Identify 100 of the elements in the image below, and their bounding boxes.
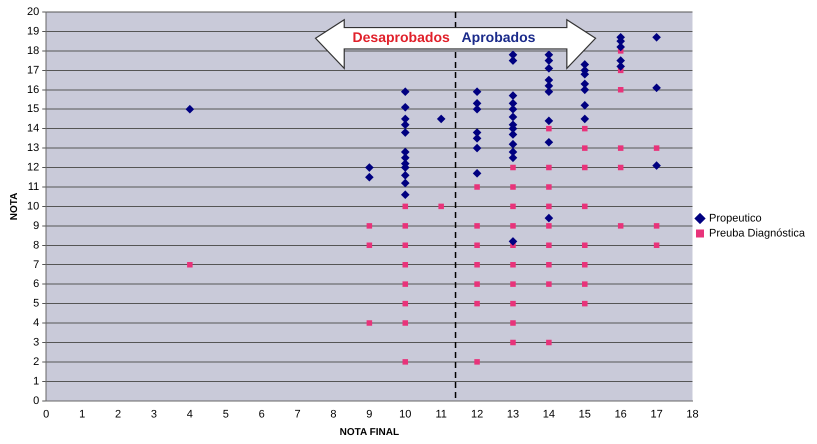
point <box>544 50 553 59</box>
point <box>652 161 661 170</box>
point <box>474 359 480 365</box>
point <box>401 128 410 137</box>
point <box>508 237 518 246</box>
point <box>186 105 194 114</box>
point <box>580 86 589 94</box>
point <box>580 114 589 124</box>
point <box>546 204 552 210</box>
point <box>401 154 410 162</box>
y-tick-label: 13 <box>26 142 40 154</box>
x-tick-label: 10 <box>399 408 412 420</box>
x-tick-label: 7 <box>294 408 301 420</box>
x-tick-label: 9 <box>366 408 372 420</box>
point <box>652 84 661 92</box>
y-axis-title: NOTA <box>8 192 20 220</box>
point <box>472 99 482 108</box>
x-tick-label: 11 <box>435 408 447 420</box>
y-tick-label: 2 <box>33 356 40 368</box>
y-tick-label: 8 <box>33 239 40 252</box>
y-tick-label: 6 <box>33 278 40 290</box>
y-tick-label: 12 <box>26 162 40 174</box>
point <box>402 262 408 268</box>
point <box>472 88 482 96</box>
point <box>582 145 588 151</box>
point <box>510 281 516 287</box>
point <box>366 242 372 248</box>
y-tick-label: 20 <box>26 6 40 18</box>
point <box>474 184 480 190</box>
y-tick-label: 18 <box>26 44 40 57</box>
x-tick-label: 0 <box>43 408 50 420</box>
y-tick-label: 1 <box>33 375 40 388</box>
point <box>618 145 624 151</box>
point <box>510 164 516 170</box>
point <box>366 320 372 326</box>
point <box>652 33 661 42</box>
y-tick-label: 7 <box>33 258 40 271</box>
point <box>582 126 588 132</box>
point <box>508 112 518 122</box>
point <box>654 145 660 151</box>
point <box>582 300 588 306</box>
point <box>544 214 553 222</box>
point <box>582 242 588 248</box>
x-tick-label: 13 <box>506 408 520 420</box>
point <box>510 300 516 306</box>
y-tick-label: 3 <box>33 336 40 349</box>
point <box>546 262 552 268</box>
x-tick-label: 1 <box>79 408 86 420</box>
legend-label: Propeutico <box>708 212 762 225</box>
point <box>401 178 410 188</box>
point <box>582 281 588 287</box>
point <box>546 340 552 346</box>
point <box>474 300 480 306</box>
point <box>654 242 660 248</box>
point <box>472 169 482 178</box>
x-tick-label: 4 <box>186 408 193 420</box>
y-tick-label: 10 <box>26 200 40 212</box>
point <box>546 242 552 248</box>
point <box>510 340 516 346</box>
point <box>508 56 518 65</box>
point <box>544 116 553 125</box>
point <box>546 164 552 170</box>
point <box>402 320 408 326</box>
point <box>474 281 480 287</box>
y-tick-label: 4 <box>33 317 40 330</box>
point <box>508 154 518 162</box>
y-tick-label: 14 <box>26 122 40 135</box>
x-tick-label: 8 <box>330 408 337 420</box>
annotation: Desaprobados <box>352 29 450 46</box>
x-tick-label: 14 <box>542 408 556 420</box>
point <box>544 64 553 72</box>
point <box>510 262 516 268</box>
point <box>474 242 480 248</box>
point <box>582 164 588 170</box>
y-tick-label: 9 <box>33 220 40 232</box>
point <box>401 190 410 199</box>
point <box>582 262 588 268</box>
point <box>472 144 482 152</box>
y-tick-label: 15 <box>26 103 40 116</box>
point <box>580 101 589 110</box>
point <box>365 173 374 182</box>
x-axis-title: NOTA FINAL <box>340 426 400 438</box>
x-tick-label: 18 <box>686 408 699 420</box>
point <box>187 262 193 268</box>
point <box>546 223 552 229</box>
point <box>402 281 408 287</box>
point <box>402 359 408 365</box>
point <box>546 184 552 190</box>
point <box>546 281 552 287</box>
x-tick-label: 17 <box>650 408 663 420</box>
x-tick-label: 3 <box>150 408 158 420</box>
point <box>544 138 553 146</box>
point <box>366 223 372 229</box>
y-tick-label: 16 <box>26 84 40 96</box>
annotation: Aprobados <box>462 29 536 46</box>
x-tick-label: 5 <box>222 408 229 420</box>
point <box>401 171 410 180</box>
point <box>654 223 660 229</box>
y-tick-label: 5 <box>33 298 40 310</box>
point <box>510 320 516 326</box>
